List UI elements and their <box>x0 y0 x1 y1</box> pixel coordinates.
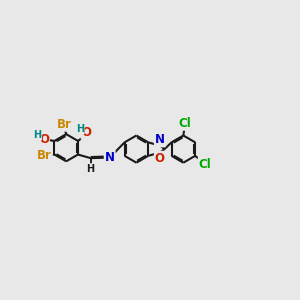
Text: O: O <box>82 126 92 139</box>
Text: Br: Br <box>37 149 52 162</box>
Text: Br: Br <box>57 118 72 131</box>
Text: O: O <box>155 152 165 165</box>
Text: N: N <box>105 151 115 164</box>
Text: N: N <box>155 134 165 146</box>
Text: O: O <box>39 133 49 146</box>
Text: H: H <box>33 130 41 140</box>
Text: Cl: Cl <box>178 117 191 130</box>
Text: Cl: Cl <box>199 158 212 170</box>
Text: H: H <box>87 164 95 174</box>
Text: H: H <box>76 124 84 134</box>
